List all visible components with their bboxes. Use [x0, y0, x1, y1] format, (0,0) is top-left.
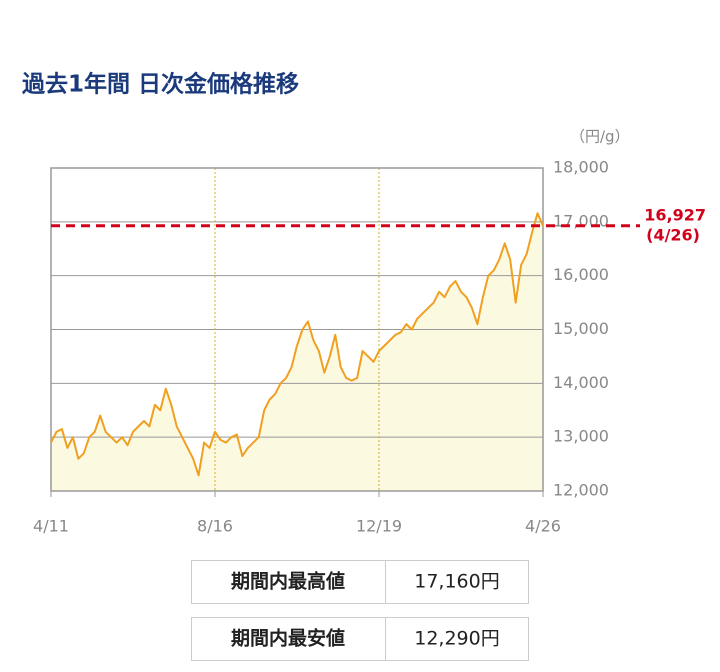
y-tick-label: 12,000 — [553, 481, 609, 500]
table-cell: 12,290円 — [414, 628, 499, 650]
x-tick-label: 4/11 — [33, 517, 69, 536]
x-tick-label: 8/16 — [197, 517, 233, 536]
y-tick-label: 18,000 — [553, 158, 609, 177]
latest-value-label: 16,927 — [644, 205, 706, 224]
y-tick-label: 14,000 — [553, 373, 609, 392]
summary-table: 期間内最高値 17,160円 期間内最安値 12,290円 — [191, 560, 529, 661]
table-cell: 期間内最高値 — [231, 570, 345, 593]
plot: 12,000 13,000 14,000 15,000 16,000 17,000 18,0… — [33, 158, 706, 536]
x-tick-label: 12/19 — [356, 517, 402, 536]
plot-border — [50, 167, 544, 492]
table-row — [191, 560, 529, 604]
latest-date-label: (4/26) — [646, 225, 700, 244]
y-tick-label: 17,000 — [553, 211, 609, 230]
chart-title: 過去1年間 日次金価格推移 — [22, 71, 299, 98]
table-cell: 期間内最安値 — [231, 627, 345, 650]
area — [51, 213, 543, 491]
y-tick-label: 16,000 — [553, 265, 609, 284]
price-line — [50, 212, 544, 477]
table-cell: 17,160円 — [414, 571, 499, 593]
x-tick-label: 4/26 — [525, 517, 561, 536]
y-tick-label: 15,000 — [553, 319, 609, 338]
unit-label: （円/g） — [570, 128, 630, 146]
table-row — [191, 617, 529, 661]
y-tick-label: 13,000 — [553, 427, 609, 446]
